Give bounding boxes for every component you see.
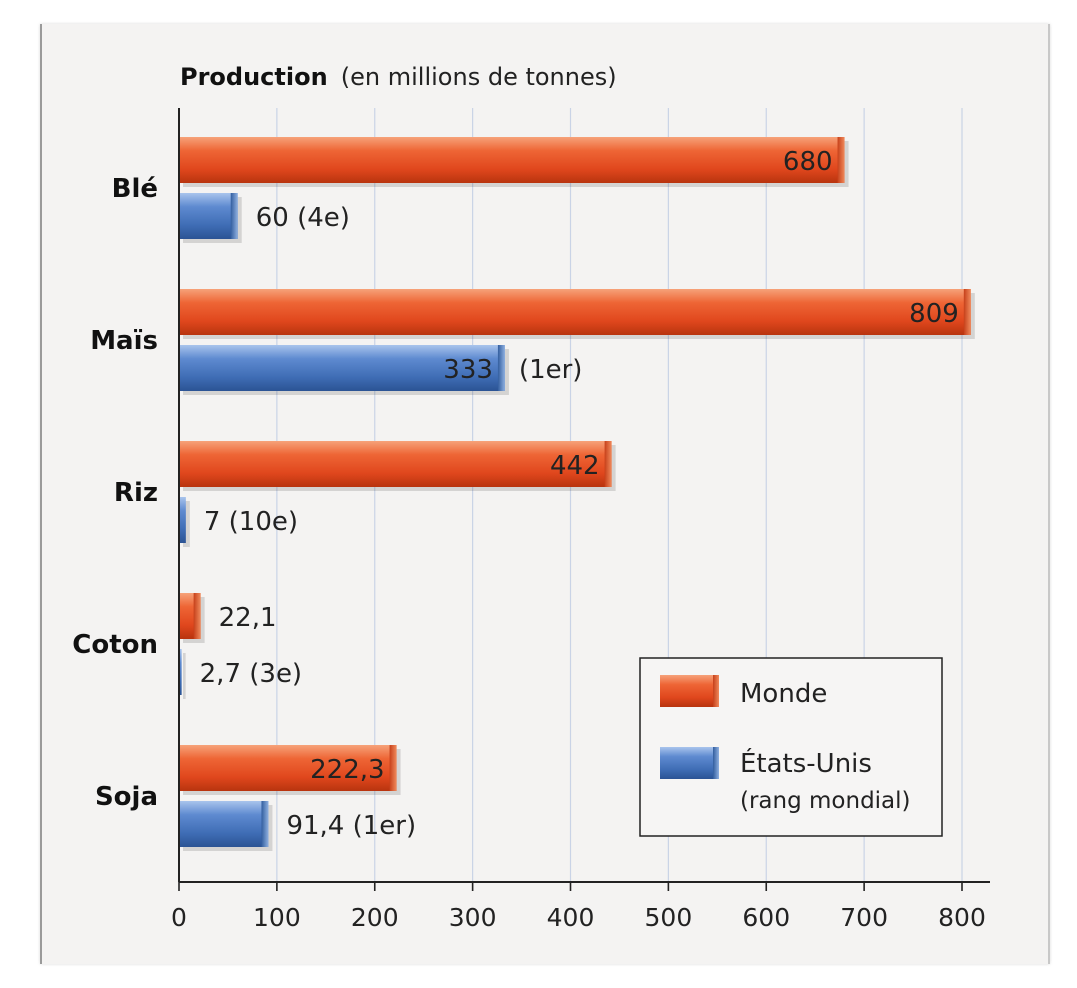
bar-cap-monde-ble (837, 137, 845, 183)
x-tick-label: 800 (938, 903, 986, 932)
legend: Monde États-Unis (rang mondial) (639, 657, 943, 837)
x-tick-label: 200 (351, 903, 399, 932)
data-label-monde-mais: 809 (909, 299, 959, 329)
category-label-ble: Blé (112, 174, 158, 204)
x-tick-label: 300 (449, 903, 497, 932)
bar-etats-unis-ble (179, 193, 238, 239)
bar-etats-unis-riz (179, 497, 186, 543)
legend-sublabel-rang: (rang mondial) (740, 788, 911, 814)
chart-title-unit: (en millions de tonnes) (341, 63, 617, 91)
rank-label-etats-unis-mais: (1er) (519, 355, 583, 385)
bar-shadow-etats-unis-riz (183, 501, 190, 547)
bar-cap-monde-mais (963, 289, 971, 335)
bar-shadow-etats-unis-coton (183, 653, 186, 699)
data-label-etats-unis-mais: 333 (443, 355, 493, 385)
data-label-etats-unis-ble: 60 (4e) (256, 203, 350, 233)
bar-cap-etats-unis-soja (261, 801, 269, 847)
x-tick-label: 600 (742, 903, 790, 932)
legend-swatch-monde (660, 675, 718, 707)
data-label-monde-soja: 222,3 (310, 755, 384, 785)
bar-monde-mais (179, 289, 971, 335)
bar-etats-unis-coton (179, 649, 182, 695)
bar-cap-monde-soja (389, 745, 397, 791)
x-tick-label: 500 (645, 903, 693, 932)
data-label-monde-riz: 442 (550, 451, 600, 481)
legend-swatch-etats-unis-cap (713, 747, 719, 779)
data-label-monde-ble: 680 (783, 147, 833, 177)
bar-monde-riz (179, 441, 612, 487)
legend-label-monde: Monde (740, 679, 827, 709)
data-label-etats-unis-soja: 91,4 (1er) (286, 811, 416, 841)
bar-cap-monde-riz (604, 441, 612, 487)
legend-swatch-etats-unis (660, 747, 718, 779)
bar-etats-unis-mais (179, 345, 505, 391)
category-label-coton: Coton (72, 630, 158, 660)
category-labels: Blé Maïs Riz Coton Soja (72, 174, 158, 812)
bars: 680 60 (4e) 809 333 (1er) 442 7 (10e) 22,1 2,7 (… (179, 137, 975, 851)
category-label-soja: Soja (95, 782, 158, 812)
x-tick-label: 400 (547, 903, 595, 932)
category-label-riz: Riz (114, 478, 158, 508)
legend-label-etats-unis: États-Unis (740, 747, 872, 779)
bar-monde-soja (179, 745, 397, 791)
bar-cap-etats-unis-ble (230, 193, 238, 239)
data-label-etats-unis-coton: 2,7 (3e) (200, 659, 302, 689)
x-tick-label: 700 (840, 903, 888, 932)
bar-etats-unis-soja (179, 801, 269, 847)
bar-cap-monde-coton (193, 593, 201, 639)
chart-title-main: Production (180, 63, 328, 91)
bar-cap-etats-unis-mais (497, 345, 505, 391)
bar-monde-ble (179, 137, 845, 183)
chart-title: Production (en millions de tonnes) (180, 63, 617, 91)
x-axis: 0 100 200 300 400 500 600 700 800 (171, 108, 990, 932)
x-tick-label: 100 (253, 903, 301, 932)
x-tick-label: 0 (171, 903, 187, 932)
category-label-mais: Maïs (90, 326, 158, 356)
legend-swatch-monde-cap (713, 675, 719, 707)
data-label-monde-coton: 22,1 (219, 603, 277, 633)
data-label-etats-unis-riz: 7 (10e) (204, 507, 298, 537)
